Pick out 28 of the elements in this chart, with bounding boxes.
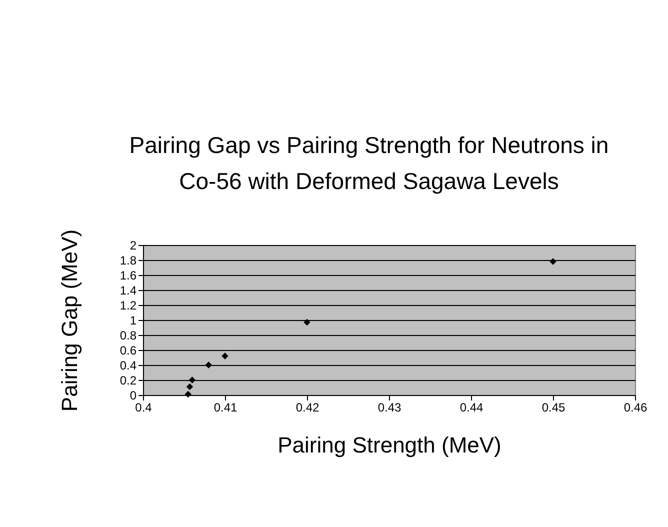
y-tick-label: 1.4 <box>120 284 137 298</box>
y-tick-label: 0.8 <box>120 328 137 342</box>
point <box>304 318 310 326</box>
x-tick-label: 0.44 <box>460 400 484 414</box>
y-tick-label: 0.4 <box>120 358 137 372</box>
y-tick-label: 1 <box>130 314 137 328</box>
x-tick-label: 0.43 <box>378 400 402 414</box>
text: Co-56 with Deformed Sagawa Levels <box>179 168 559 194</box>
text: Pairing Gap vs Pairing Strength for Neutrons in <box>129 132 609 158</box>
point <box>188 376 196 384</box>
point <box>222 352 228 360</box>
y-tick-label: 2 <box>130 238 137 252</box>
y-axis-title: Pairing Gap (MeV) <box>56 229 82 412</box>
point <box>205 362 212 368</box>
y-tick-label: 1.2 <box>120 298 137 312</box>
point <box>184 390 192 398</box>
point <box>550 258 556 265</box>
y-tick-label: 1.6 <box>120 268 137 282</box>
x-axis-title: Pairing Strength (MeV) <box>278 432 502 458</box>
x-tick-label: 0.42 <box>296 400 320 414</box>
x-tick-label: 0.45 <box>542 400 566 414</box>
x-tick-label: 0.41 <box>214 400 238 414</box>
x-tick-label: 0.46 <box>624 400 648 414</box>
y-tick-label: 0.2 <box>120 374 137 388</box>
y-tick-label: 1.8 <box>120 254 137 268</box>
y-tick-label: 0.6 <box>120 344 137 358</box>
y-tick-label: 0 <box>130 388 137 402</box>
point <box>186 383 194 390</box>
